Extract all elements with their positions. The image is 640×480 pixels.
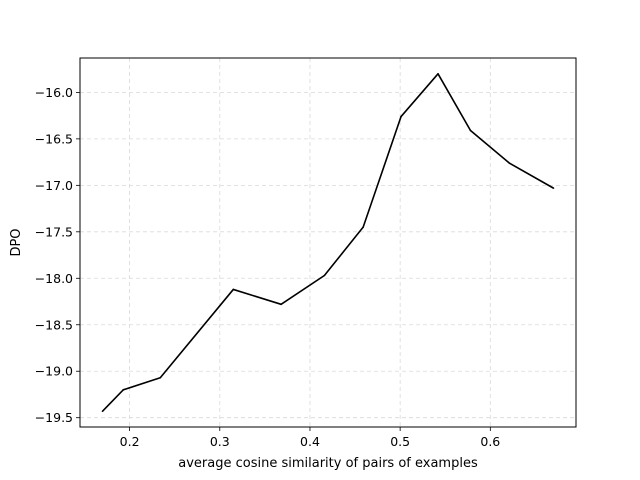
data-point (437, 73, 439, 75)
y-tick-label: −17.5 (35, 224, 73, 239)
data-point (552, 187, 555, 189)
x-tick-label: 0.6 (480, 434, 500, 449)
ticks: 0.2 0.3 0.4 0.5 0.6 −16.0 −16.5 −17.0 −17.5 −18.0… (35, 85, 501, 449)
data-point (159, 376, 162, 379)
data-point (508, 162, 511, 164)
plot-frame (79, 57, 577, 428)
y-tick-label: −16.5 (35, 131, 73, 146)
y-tick-label: −18.5 (35, 317, 73, 332)
data-point (101, 410, 104, 412)
x-tick-label: 0.3 (210, 434, 230, 449)
series-line (101, 73, 554, 412)
y-tick-label: −19.0 (35, 364, 73, 379)
x-axis-label: average cosine similarity of pairs of ex… (178, 456, 478, 471)
data-point (362, 226, 364, 228)
x-tick-label: 0.4 (300, 434, 320, 449)
y-tick-label: −19.5 (35, 410, 73, 425)
x-tick-label: 0.2 (120, 434, 140, 449)
x-tick-label: 0.5 (390, 434, 410, 449)
data-point (469, 129, 472, 132)
y-tick-label: −16.0 (35, 85, 73, 100)
data-point (232, 288, 235, 291)
data-point (323, 274, 326, 277)
grid (80, 58, 576, 427)
y-axis-label: DPO (9, 228, 24, 256)
data-point (122, 389, 125, 391)
data-point (280, 303, 282, 306)
y-tick-label: −18.0 (35, 271, 73, 286)
y-tick-label: −17.0 (35, 178, 73, 193)
data-point (400, 115, 402, 118)
series-layer (101, 73, 555, 412)
